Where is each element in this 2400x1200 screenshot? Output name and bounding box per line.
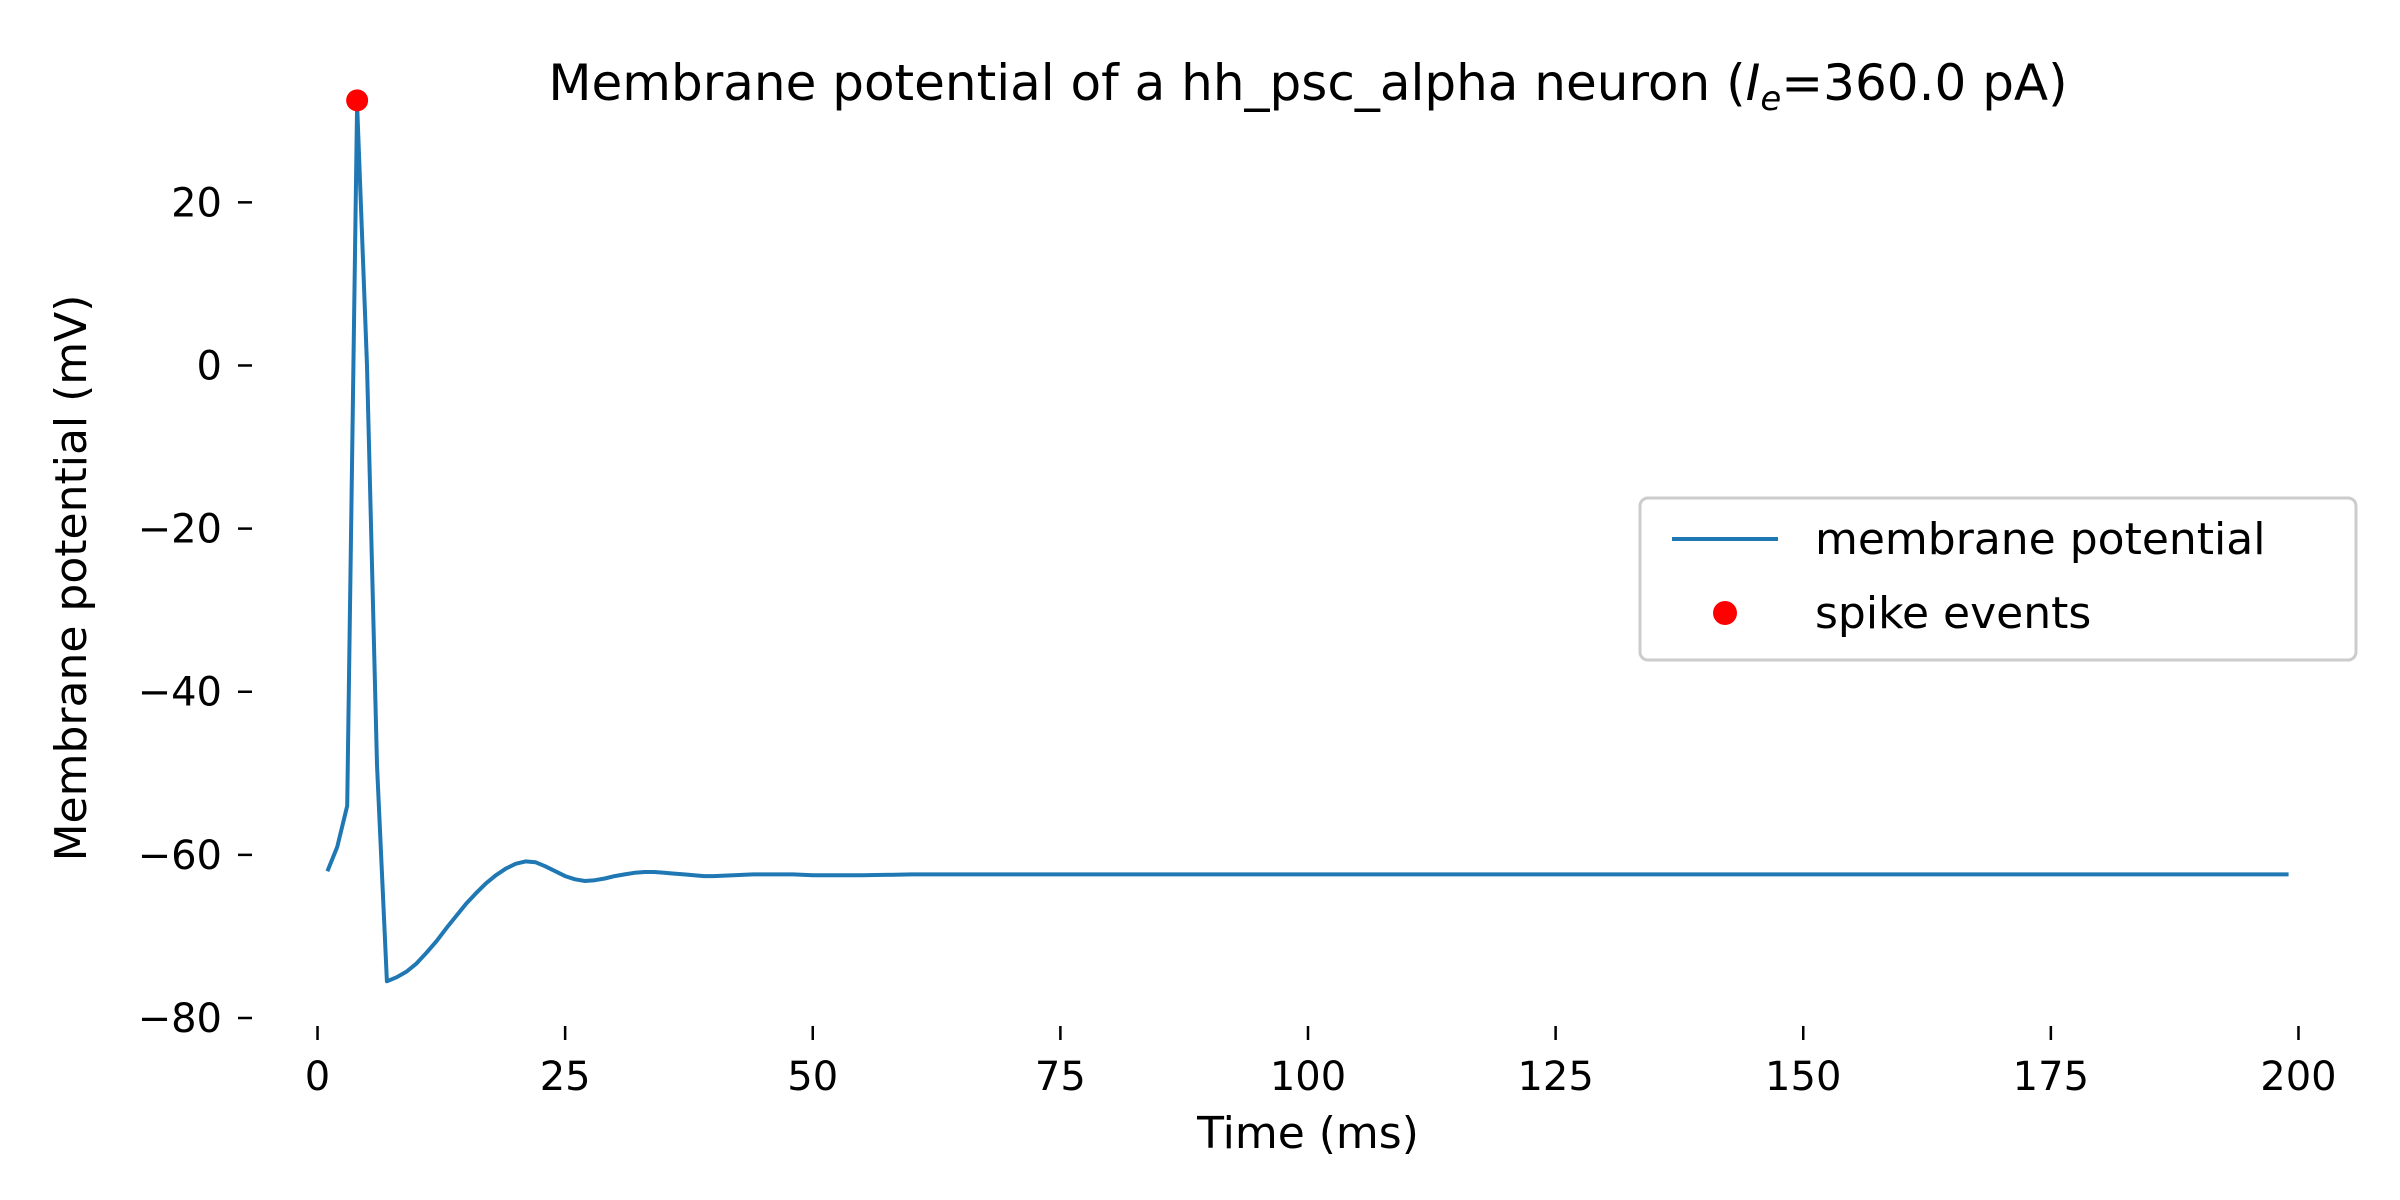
legend: membrane potential spike events	[1638, 496, 2358, 662]
x-tick-label: 50	[787, 1054, 838, 1100]
x-tick-label: 150	[1765, 1054, 1841, 1100]
y-tick-label: −80	[138, 996, 222, 1042]
chart-title-prefix: Membrane potential of a hh_psc_alpha neu…	[548, 54, 1745, 112]
y-tick-label: 0	[197, 343, 222, 389]
x-tick-label: 25	[540, 1054, 591, 1100]
y-axis-label: Membrane potential (mV)	[46, 295, 97, 862]
chart-title-suffix: =360.0 pA)	[1781, 54, 2067, 112]
x-axis-label: Time (ms)	[1196, 1108, 1419, 1159]
plot-area	[325, 89, 2289, 984]
x-tick-label: 100	[1270, 1054, 1346, 1100]
y-tick-label: −60	[138, 833, 222, 879]
y-tick-label: 20	[171, 180, 222, 226]
x-tick-label: 125	[1517, 1054, 1593, 1100]
x-tick-label: 0	[305, 1054, 330, 1100]
y-axis: −80 −60 −40 −20 0 20	[138, 180, 252, 1042]
legend-marker-swatch	[1713, 601, 1737, 625]
legend-frame	[1638, 496, 2358, 662]
x-tick-label: 175	[2013, 1054, 2089, 1100]
x-tick-label: 200	[2260, 1054, 2336, 1100]
x-tick-label: 75	[1035, 1054, 1086, 1100]
membrane-potential-line	[325, 102, 2289, 984]
legend-label-membrane-potential: membrane potential	[1815, 514, 2265, 565]
y-tick-label: −40	[138, 670, 222, 716]
x-axis: 0 25 50 75 100 125 150 175 200	[305, 1026, 2337, 1100]
chart-title: Membrane potential of a hh_psc_alpha neu…	[548, 54, 2067, 119]
chart-title-sub: e	[1760, 79, 1781, 119]
y-tick-label: −20	[138, 507, 222, 553]
legend-label-spike-events: spike events	[1815, 588, 2091, 639]
chart-title-var: I	[1746, 54, 1761, 112]
spike-event-marker	[346, 89, 369, 112]
